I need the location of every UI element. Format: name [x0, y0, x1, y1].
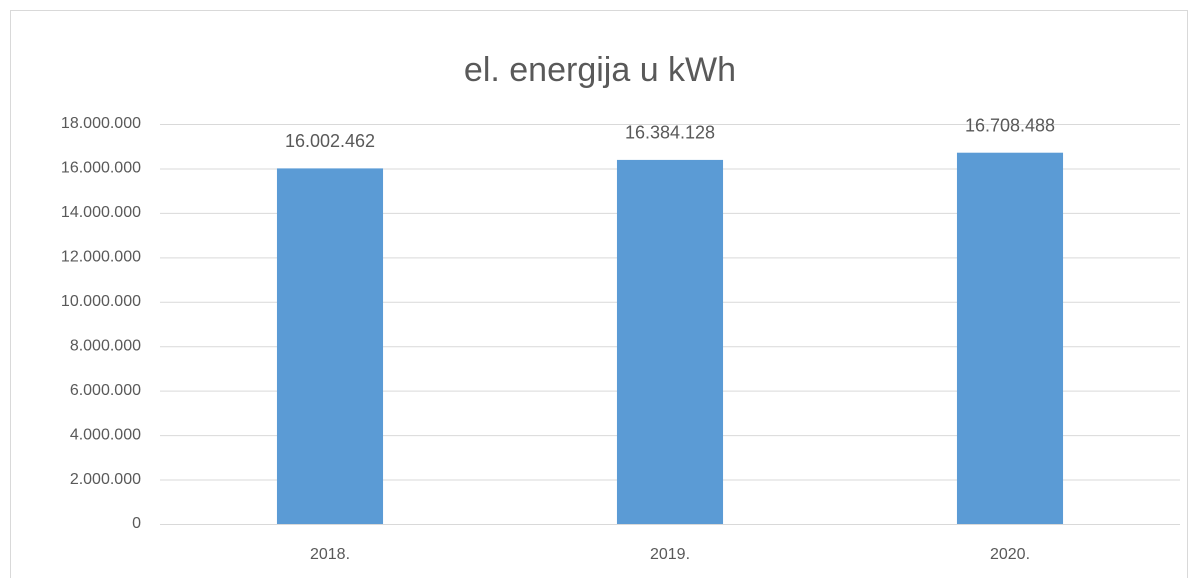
bar: [276, 168, 384, 524]
chart-title: el. energija u kWh: [464, 51, 736, 89]
y-tick-label: 4.000.000: [70, 426, 141, 443]
x-tick-label: 2019.: [650, 546, 690, 563]
bar: [616, 159, 724, 524]
y-tick-label: 16.000.000: [61, 160, 141, 177]
y-tick-label: 10.000.000: [61, 293, 141, 310]
y-tick-label: 6.000.000: [70, 382, 141, 399]
x-tick-label: 2020.: [990, 546, 1030, 563]
y-tick-label: 8.000.000: [70, 337, 141, 354]
y-tick-label: 14.000.000: [61, 204, 141, 221]
bar: [956, 152, 1064, 525]
y-tick-label: 12.000.000: [61, 249, 141, 266]
x-tick-label: 2018.: [310, 546, 350, 563]
data-label: 16.002.462: [285, 131, 375, 151]
data-label: 16.708.488: [965, 115, 1055, 135]
y-tick-label: 2.000.000: [70, 471, 141, 488]
data-label: 16.384.128: [625, 123, 715, 143]
y-tick-label: 0: [132, 515, 141, 532]
y-tick-label: 18.000.000: [61, 115, 141, 132]
